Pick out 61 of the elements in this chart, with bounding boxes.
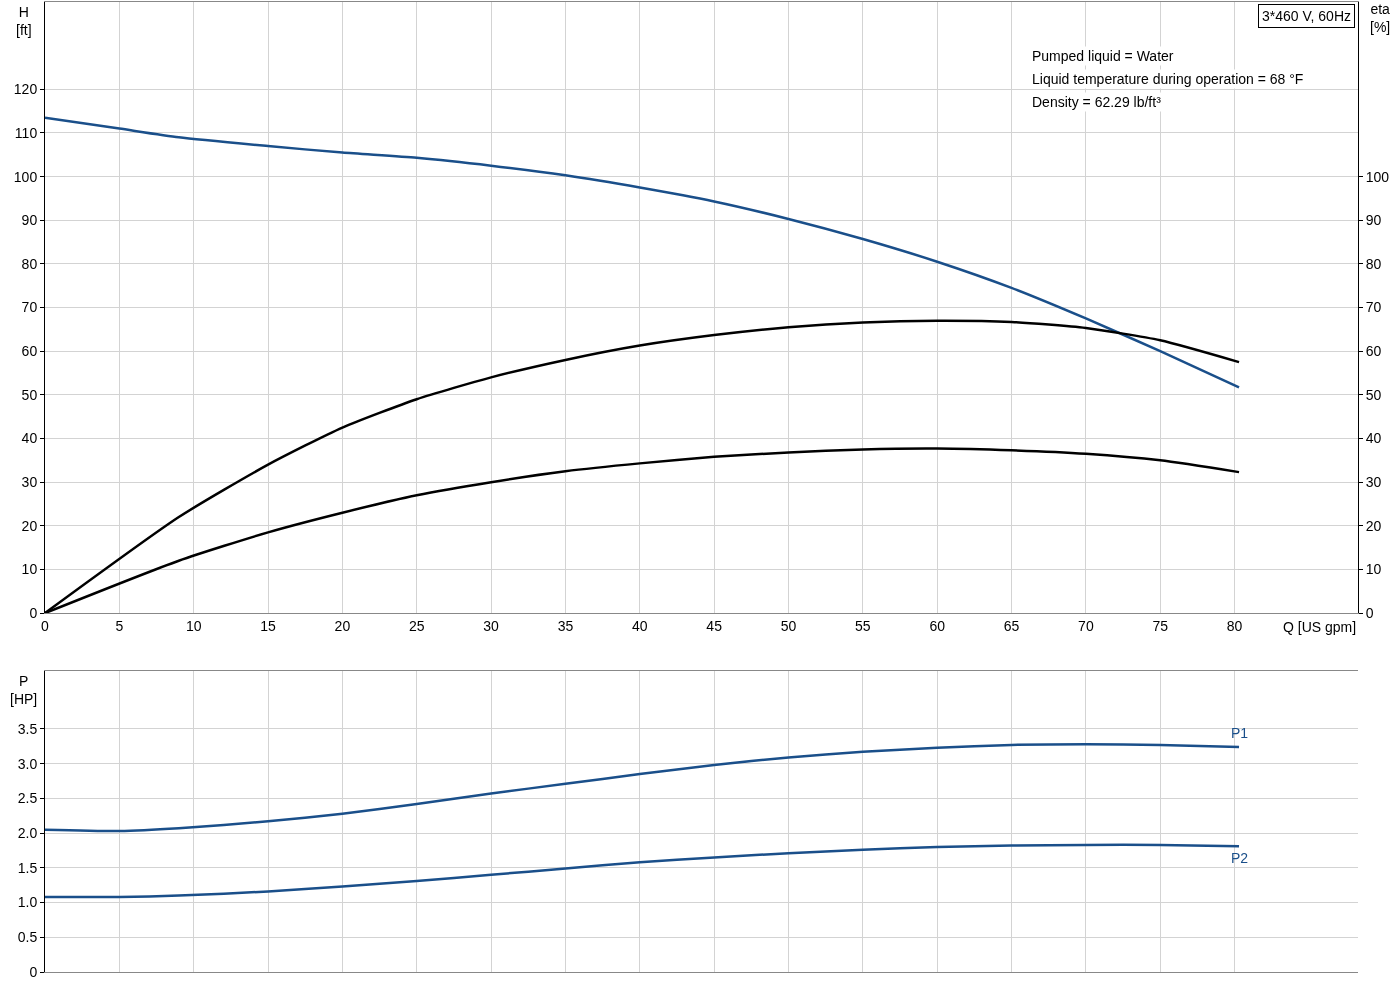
x-tick-label: 20	[334, 617, 351, 634]
y2-tick-label: 0	[1365, 605, 1374, 621]
y-tick-label: 40	[21, 430, 38, 447]
line-series	[45, 742, 1241, 833]
series-label: P1	[1231, 725, 1249, 741]
x-tick-label: 0	[41, 617, 50, 634]
x-tick-label: 35	[557, 617, 574, 634]
y2-tick-label: 90	[1365, 212, 1382, 229]
x-tick-label: 60	[929, 617, 946, 634]
x-tick-label: 80	[1226, 617, 1243, 634]
y-tick-label: 0	[29, 963, 38, 980]
y-tick-label: 20	[21, 517, 38, 534]
y-tick-label: 80	[21, 255, 38, 272]
x-tick-label: 40	[632, 617, 648, 634]
y-tick-label: 120	[13, 81, 38, 98]
x-tick-label: 50	[780, 617, 797, 634]
series-label: P2	[1231, 850, 1249, 866]
y-tick-label: 60	[21, 343, 38, 360]
x-axis-title: Q [US gpm]	[1283, 619, 1357, 635]
y2-tick-label: 20	[1365, 517, 1382, 534]
y-tick-label: 3.0	[17, 755, 38, 772]
y2-tick-label: 60	[1365, 343, 1382, 360]
x-tick-label: 55	[855, 617, 871, 634]
y2-tick-label: 80	[1365, 255, 1382, 272]
y2-tick-label: 70	[1365, 299, 1382, 316]
y2-tick-label: 40	[1365, 430, 1382, 447]
x-tick-label: 10	[185, 617, 202, 634]
x-tick-label: 70	[1078, 617, 1094, 634]
annotation: Density = 62.29 lb/ft³	[1032, 94, 1162, 110]
y-tick-label: 30	[21, 474, 38, 491]
x-tick-label: 65	[1003, 617, 1020, 634]
y-tick-label: 100	[13, 168, 38, 185]
y-tick-label: 90	[21, 212, 38, 229]
y-tick-label: 1.0	[17, 894, 38, 911]
y2-tick-label: 50	[1365, 386, 1382, 403]
y2-tick-label: 100	[1365, 168, 1390, 185]
x-tick-label: 25	[408, 617, 425, 634]
y-tick-label: 3.5	[17, 720, 38, 737]
x-tick-label: 30	[483, 617, 500, 634]
x-tick-label: 5	[115, 617, 124, 634]
y-tick-label: 2.0	[17, 825, 38, 842]
y-tick-label: 1.5	[17, 859, 38, 876]
y-tick-label: 110	[14, 124, 38, 141]
y2-tick-label: 10	[1365, 561, 1382, 578]
y2-axis-title: eta [%]	[1370, 1, 1391, 36]
x-tick-label: 75	[1152, 617, 1169, 634]
x-tick-label: 45	[706, 617, 723, 634]
y-tick-label: 0	[29, 605, 38, 621]
y-axis-title: P [HP]	[10, 673, 38, 708]
annotation: Pumped liquid = Water	[1032, 48, 1174, 64]
annotation: 3*460 V, 60Hz	[1262, 8, 1351, 24]
y2-tick-label: 30	[1365, 474, 1382, 491]
y-tick-label: 0.5	[17, 929, 38, 946]
y-tick-label: 50	[21, 386, 38, 403]
x-tick-label: 15	[260, 617, 277, 634]
y-tick-label: 2.5	[17, 790, 38, 807]
y-tick-label: 70	[21, 299, 38, 316]
line-series	[45, 116, 1241, 389]
y-tick-label: 10	[21, 561, 38, 578]
y-axis-title: H [ft]	[16, 4, 32, 39]
annotation: Liquid temperature during operation = 68 °F	[1032, 71, 1304, 87]
